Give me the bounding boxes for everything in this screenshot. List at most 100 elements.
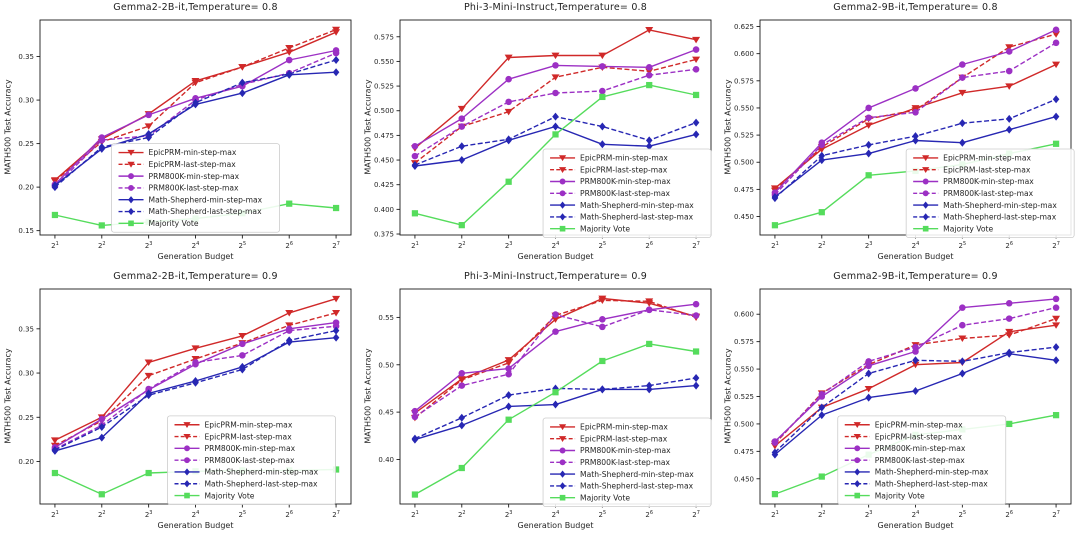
marker-square bbox=[692, 91, 700, 99]
legend-label: Math-Shepherd-last-step-max bbox=[580, 213, 694, 222]
series-PRM800K-last-step-max bbox=[411, 306, 700, 421]
series-PRM800K-min-step-max bbox=[411, 46, 700, 150]
marker-triangle-down bbox=[1052, 61, 1061, 69]
legend-label: Math-Shepherd-min-step-max bbox=[875, 468, 989, 477]
y-tick-label: 0.50 bbox=[378, 361, 394, 369]
x-tick-label: 27 bbox=[692, 241, 700, 250]
marker-triangle-down bbox=[127, 161, 135, 168]
marker-circle bbox=[559, 190, 566, 197]
x-tick-label: 25 bbox=[959, 510, 967, 519]
marker-triangle-down bbox=[238, 333, 247, 340]
marker-triangle-down bbox=[1052, 31, 1061, 38]
marker-diamond bbox=[854, 468, 861, 476]
legend-label: EpicPRM-last-step-max bbox=[943, 165, 1031, 174]
marker-circle bbox=[818, 391, 826, 398]
marker-square bbox=[865, 172, 872, 179]
marker-circle bbox=[505, 75, 512, 83]
marker-circle bbox=[559, 459, 566, 466]
marker-diamond bbox=[1052, 95, 1060, 104]
marker-square bbox=[332, 204, 340, 212]
legend: EpicPRM-min-step-max EpicPRM-last-step-ma… bbox=[111, 143, 280, 233]
y-tick-label: 0.25 bbox=[18, 414, 34, 422]
legend-label: PRM800K-min-step-max bbox=[580, 177, 671, 186]
marker-square bbox=[128, 220, 134, 227]
marker-diamond bbox=[128, 207, 134, 216]
marker-circle bbox=[192, 359, 199, 366]
y-tick-label: 0.550 bbox=[374, 58, 394, 66]
marker-square bbox=[771, 491, 779, 498]
marker-circle bbox=[411, 142, 419, 150]
legend-label: PRM800K-min-step-max bbox=[149, 172, 240, 181]
marker-diamond bbox=[239, 89, 246, 98]
marker-triangle-down bbox=[922, 167, 930, 173]
legend-label: Math-Shepherd-min-step-max bbox=[580, 201, 694, 210]
marker-circle bbox=[692, 312, 700, 319]
marker-diamond bbox=[239, 365, 246, 374]
y-tick-label: 0.55 bbox=[378, 314, 394, 322]
y-axis-label: MATH500 Test Accuracy bbox=[723, 348, 733, 444]
marker-circle bbox=[599, 316, 606, 323]
legend-label: Majority Vote bbox=[149, 219, 199, 228]
series-Majority Vote bbox=[411, 340, 700, 498]
marker-square bbox=[505, 178, 512, 185]
y-tick-label: 0.600 bbox=[734, 311, 754, 319]
chart-title: Phi-3-Mini-Instruct,Temperature= 0.8 bbox=[463, 2, 648, 13]
marker-square bbox=[98, 491, 105, 498]
marker-circle bbox=[332, 322, 340, 330]
marker-triangle-down bbox=[853, 433, 861, 440]
marker-diamond bbox=[98, 423, 106, 432]
y-tick-label: 0.525 bbox=[374, 83, 394, 91]
y-tick-label: 0.525 bbox=[734, 132, 754, 140]
marker-diamond bbox=[692, 381, 700, 390]
y-tick-label: 0.40 bbox=[378, 456, 394, 464]
legend-label: EpicPRM-min-step-max bbox=[580, 154, 668, 163]
legend-label: PRM800K-last-step-max bbox=[149, 184, 239, 193]
marker-circle bbox=[411, 407, 419, 415]
plot-area: 0.450 0.475 0.500 0.525 0.550 0.575 0.600 0.625… bbox=[734, 19, 1075, 250]
x-tick-label: 25 bbox=[959, 241, 967, 250]
marker-triangle-down bbox=[144, 359, 153, 367]
x-tick-label: 22 bbox=[818, 241, 826, 250]
marker-square bbox=[51, 469, 59, 477]
marker-triangle-down bbox=[504, 54, 513, 62]
marker-square bbox=[599, 357, 606, 365]
x-tick-label: 21 bbox=[411, 510, 419, 519]
y-tick-label: 0.375 bbox=[374, 231, 394, 239]
marker-triangle-down bbox=[558, 167, 567, 173]
plot-area: 0.20 0.25 0.30 0.35 21 22 23 24 25 26 27 EpicPRM-mi… bbox=[18, 288, 352, 519]
chart-phi3-mini-t09: 0.40 0.45 0.50 0.55 21 22 23 24 25 26 27 EpicPRM-mi… bbox=[360, 269, 720, 538]
y-axis-label: MATH500 Test Accuracy bbox=[723, 79, 733, 175]
marker-diamond bbox=[552, 122, 559, 131]
marker-circle bbox=[865, 358, 872, 365]
y-axis-label: MATH500 Test Accuracy bbox=[3, 79, 13, 175]
marker-diamond bbox=[411, 434, 419, 443]
x-tick-label: 24 bbox=[912, 510, 920, 519]
marker-diamond bbox=[552, 400, 559, 409]
marker-triangle-down bbox=[1005, 328, 1014, 336]
legend-box bbox=[542, 148, 712, 238]
legend-label: Majority Vote bbox=[580, 224, 630, 233]
y-tick-label: 0.30 bbox=[18, 97, 34, 105]
marker-triangle-down bbox=[191, 345, 200, 352]
marker-triangle-down bbox=[457, 377, 466, 384]
legend-label: PRM800K-min-step-max bbox=[943, 177, 1034, 186]
legend-box bbox=[905, 148, 1075, 238]
legend-label: Math-Shepherd-last-step-max bbox=[205, 479, 319, 488]
marker-diamond bbox=[854, 480, 861, 488]
marker-circle bbox=[1005, 67, 1013, 75]
marker-square bbox=[332, 466, 340, 473]
chart-title: Gemma2-2B-it,Temperature= 0.9 bbox=[113, 271, 278, 282]
legend-label: Math-Shepherd-min-step-max bbox=[580, 470, 694, 479]
series-Math-Shepherd-last-step-max bbox=[51, 326, 340, 455]
marker-triangle-down bbox=[285, 310, 294, 317]
marker-circle bbox=[599, 323, 606, 331]
legend-label: EpicPRM-last-step-max bbox=[205, 432, 293, 441]
marker-circle bbox=[239, 352, 246, 359]
marker-circle bbox=[285, 327, 293, 334]
legend-label: EpicPRM-min-step-max bbox=[149, 148, 237, 157]
marker-circle bbox=[692, 66, 700, 73]
marker-square bbox=[559, 225, 566, 232]
marker-triangle-down bbox=[922, 155, 930, 162]
marker-triangle-down bbox=[332, 295, 341, 303]
marker-triangle-down bbox=[598, 52, 607, 60]
